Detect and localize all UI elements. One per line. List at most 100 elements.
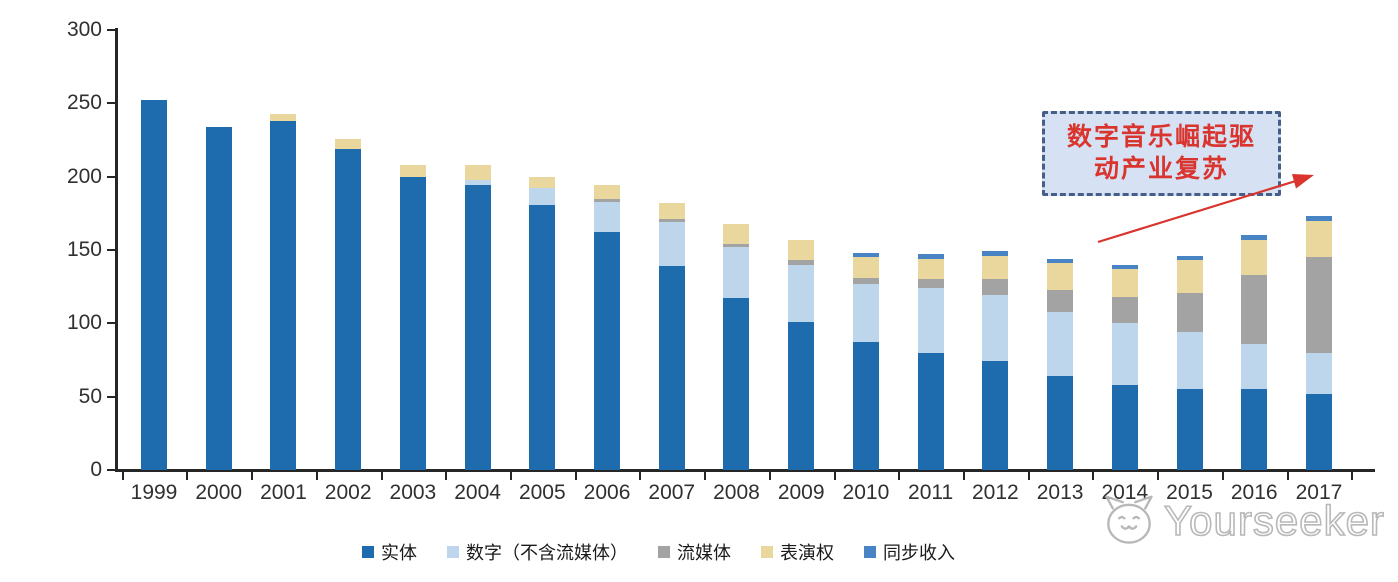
x-axis-label: 2004 [454, 481, 501, 504]
legend-label: 流媒体 [677, 543, 731, 563]
bar-segment-表演权-2012 [982, 255, 1009, 280]
bar-segment-数字（不含流媒体）-2016 [1241, 343, 1268, 390]
watermark-text: Yourseeker [1163, 496, 1385, 545]
cat-face-logo-icon [1105, 495, 1153, 544]
legend-marker-icon [362, 546, 374, 558]
bar-segment-表演权-2004 [464, 164, 491, 180]
bar-segment-流媒体-2006 [594, 198, 621, 202]
bar-segment-实体-2011 [917, 352, 944, 470]
y-axis-tick [107, 395, 116, 398]
bar-segment-数字（不含流媒体）-2017 [1305, 352, 1332, 394]
bar-segment-实体-2015 [1176, 389, 1203, 470]
bar-segment-数字（不含流媒体）-2007 [658, 222, 685, 267]
x-axis-tick [509, 472, 512, 480]
legend-marker-icon [761, 546, 773, 558]
x-axis-label: 2011 [908, 481, 954, 504]
bar-segment-数字（不含流媒体）-2010 [852, 283, 879, 343]
bar-segment-表演权-2015 [1176, 260, 1203, 293]
bar-segment-表演权-2009 [788, 239, 815, 261]
legend-item: 流媒体 [658, 539, 731, 565]
x-axis-tick [639, 472, 642, 480]
y-axis-tick [107, 249, 116, 251]
x-axis-tick [121, 472, 124, 480]
x-axis-label: 2013 [1036, 481, 1084, 504]
x-axis-label: 1999 [130, 481, 178, 504]
bar-segment-流媒体-2010 [852, 277, 879, 284]
legend-marker-icon [447, 546, 459, 558]
x-axis-line [115, 469, 1375, 472]
bar-segment-表演权-2011 [917, 258, 944, 280]
bar-segment-同步收入-2016 [1241, 235, 1268, 240]
bar-segment-实体-2007 [658, 266, 685, 470]
bar-segment-实体-2005 [529, 204, 556, 470]
x-axis-tick [1286, 472, 1289, 480]
legend-marker-icon [658, 546, 670, 558]
y-axis-label: 250 [66, 91, 102, 115]
bar-segment-实体-2002 [335, 148, 362, 470]
bar-segment-流媒体-2011 [917, 279, 944, 289]
y-axis-label: 150 [66, 238, 102, 261]
bar-segment-流媒体-2013 [1047, 289, 1074, 312]
bar-segment-实体-2010 [852, 342, 879, 470]
legend-label: 表演权 [780, 543, 834, 563]
bar-segment-同步收入-2013 [1047, 258, 1074, 264]
x-axis-tick [1351, 472, 1354, 480]
bar-segment-实体-2006 [594, 232, 621, 470]
annotation-box: 数字音乐崛起驱 动产业复苏 [1042, 111, 1281, 196]
x-axis-label: 2002 [324, 481, 372, 504]
bar-segment-实体-2009 [788, 321, 815, 470]
bar-segment-实体-2000 [205, 126, 232, 470]
x-axis-label: 2009 [777, 481, 825, 504]
bar-segment-流媒体-2008 [723, 244, 750, 248]
bar-segment-数字（不含流媒体）-2012 [982, 295, 1009, 362]
legend: 实体 数字（不含流媒体） 流媒体 表演权 同步收入 [362, 539, 955, 565]
bar-segment-表演权-2017 [1305, 220, 1332, 258]
y-axis-tick [107, 175, 116, 178]
bar-segment-同步收入-2015 [1176, 255, 1203, 261]
watermark: Yourseeker [1100, 494, 1385, 548]
y-axis-line [115, 28, 118, 471]
x-axis-tick [1157, 472, 1160, 480]
bar-segment-数字（不含流媒体）-2011 [917, 288, 944, 353]
x-axis-tick [315, 472, 318, 480]
legend-item: 数字（不含流媒体） [447, 539, 628, 565]
bar-segment-同步收入-2011 [917, 254, 944, 259]
x-axis-label: 2006 [583, 481, 631, 504]
bar-segment-表演权-2002 [335, 138, 362, 149]
x-axis-label: 2003 [389, 481, 437, 504]
bar-segment-流媒体-2007 [658, 219, 685, 223]
y-axis-label: 200 [66, 164, 102, 188]
bar-segment-同步收入-2012 [982, 251, 1009, 256]
x-axis-label: 2005 [518, 481, 566, 504]
bar-segment-流媒体-2016 [1241, 274, 1268, 344]
bar-segment-实体-2012 [982, 361, 1009, 470]
y-axis-tick [107, 469, 116, 471]
x-axis-tick [898, 472, 901, 480]
bar-segment-流媒体-2017 [1305, 257, 1332, 353]
y-axis-tick [107, 29, 116, 31]
bar-segment-流媒体-2014 [1111, 296, 1138, 324]
bar-segment-同步收入-2014 [1111, 264, 1138, 270]
legend-item: 表演权 [761, 539, 834, 565]
x-axis-tick [833, 472, 836, 480]
y-axis-tick [107, 102, 116, 105]
bar-segment-表演权-2007 [658, 203, 685, 220]
annotation-text-line2: 动产业复苏 [1093, 155, 1229, 183]
legend-label: 数字（不含流媒体） [466, 543, 628, 563]
bar-segment-实体-2016 [1241, 389, 1268, 470]
bar-segment-表演权-2006 [594, 185, 621, 199]
x-axis-tick [1027, 472, 1030, 480]
bar-segment-表演权-2016 [1241, 239, 1268, 275]
bar-segment-表演权-2013 [1047, 263, 1074, 290]
x-axis-tick [380, 472, 383, 480]
x-axis-tick [704, 472, 707, 480]
x-axis-tick [963, 472, 965, 480]
bar-segment-实体-2008 [723, 298, 750, 470]
bar-segment-数字（不含流媒体）-2009 [788, 264, 815, 322]
y-axis-label: 100 [66, 311, 102, 335]
x-axis-label: 2007 [648, 481, 696, 504]
annotation-text-line1: 数字音乐崛起驱 [1066, 123, 1256, 151]
x-axis-label: 2012 [972, 481, 1019, 504]
x-axis-label: 2000 [195, 481, 243, 504]
